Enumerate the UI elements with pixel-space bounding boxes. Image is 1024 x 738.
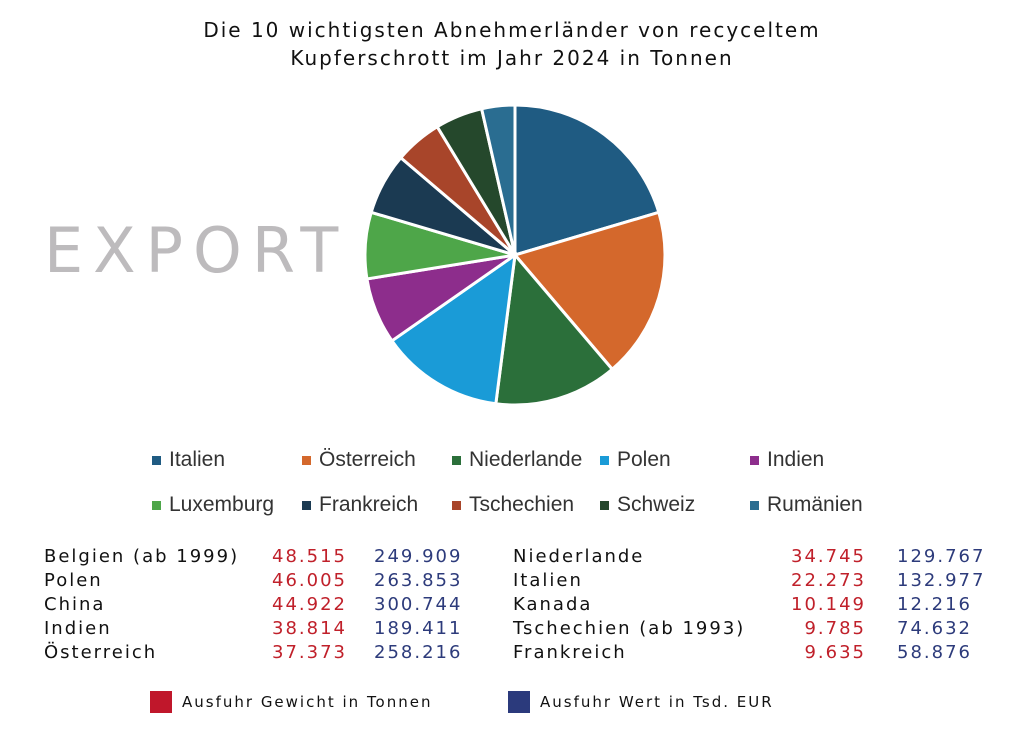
- weight-swatch: [150, 691, 172, 713]
- pie-chart: [363, 103, 667, 407]
- footer-weight-legend: Ausfuhr Gewicht in Tonnen: [150, 691, 433, 713]
- legend-item-schweiz: Schweiz: [600, 493, 695, 517]
- chart-title-line-1: Die 10 wichtigsten Abnehmerländer von re…: [203, 18, 821, 42]
- legend-item-polen: Polen: [600, 448, 671, 472]
- legend-item-rumänien: Rumänien: [750, 493, 863, 517]
- legend-swatch: [600, 500, 609, 510]
- legend-swatch: [750, 455, 759, 465]
- legend-item-österreich: Österreich: [302, 448, 416, 472]
- legend-label: Luxemburg: [169, 493, 275, 516]
- table-right-country: Tschechien (ab 1993): [513, 618, 746, 639]
- weight-label: Ausfuhr Gewicht in Tonnen: [182, 693, 433, 711]
- legend-swatch: [302, 455, 311, 465]
- table-left-value: 189.411: [374, 618, 463, 639]
- pie-slice-österreich: [512, 210, 667, 372]
- table-right-weight: 10.149: [791, 594, 866, 615]
- table-right-country: Niederlande: [513, 546, 645, 567]
- pie-slice-italien: [513, 103, 661, 258]
- table-left-value: 258.216: [374, 642, 463, 663]
- table-right-country: Italien: [513, 570, 583, 591]
- value-label: Ausfuhr Wert in Tsd. EUR: [540, 693, 774, 711]
- legend-label: Frankreich: [319, 493, 419, 516]
- table-left-weight: 37.373: [272, 642, 347, 663]
- legend-item-niederlande: Niederlande: [452, 448, 582, 472]
- legend-item-luxemburg: Luxemburg: [152, 493, 274, 517]
- pie-slice-polen: [389, 251, 517, 406]
- legend-swatch: [302, 500, 311, 510]
- table-right-weight: 22.273: [791, 570, 866, 591]
- table-right-value: 74.632: [897, 618, 972, 639]
- table-left-country: Indien: [44, 618, 112, 639]
- legend-item-indien: Indien: [750, 448, 824, 472]
- table-left-country: Polen: [44, 570, 103, 591]
- table-right-weight: 34.745: [791, 546, 866, 567]
- legend-item-frankreich: Frankreich: [302, 493, 418, 517]
- table-right-value: 132.977: [897, 570, 986, 591]
- legend-label: Polen: [617, 448, 671, 471]
- table-left-country: Belgien (ab 1999): [44, 546, 240, 567]
- legend-swatch: [152, 455, 161, 465]
- legend-label: Italien: [169, 448, 226, 471]
- table-right-value: 12.216: [897, 594, 972, 615]
- table-left-weight: 38.814: [272, 618, 347, 639]
- legend-item-tschechien: Tschechien: [452, 493, 574, 517]
- table-right-country: Kanada: [513, 594, 593, 615]
- table-left-country: China: [44, 594, 106, 615]
- table-right-weight: 9.785: [804, 618, 866, 639]
- legend-label: Tschechien: [469, 493, 575, 516]
- legend-label: Niederlande: [469, 448, 583, 471]
- table-left-value: 263.853: [374, 570, 463, 591]
- value-swatch: [508, 691, 530, 713]
- table-right-country: Frankreich: [513, 642, 627, 663]
- legend-swatch: [452, 455, 461, 465]
- table-left-weight: 46.005: [272, 570, 347, 591]
- legend-swatch: [600, 455, 609, 465]
- table-left-country: Österreich: [44, 642, 158, 663]
- legend-swatch: [152, 500, 161, 510]
- table-right-value: 58.876: [897, 642, 972, 663]
- legend-label: Indien: [767, 448, 825, 471]
- table-left-value: 249.909: [374, 546, 463, 567]
- footer-value-legend: Ausfuhr Wert in Tsd. EUR: [508, 691, 774, 713]
- table-left-weight: 44.922: [272, 594, 347, 615]
- legend-label: Rumänien: [767, 493, 863, 516]
- legend-swatch: [452, 500, 461, 510]
- pie-slice-rumänien: [479, 103, 517, 256]
- legend-swatch: [750, 500, 759, 510]
- pie-slice-niederlande: [494, 251, 615, 407]
- legend-item-italien: Italien: [152, 448, 225, 472]
- table-left-weight: 48.515: [272, 546, 347, 567]
- export-watermark: EXPORT: [44, 214, 349, 287]
- legend-label: Österreich: [319, 448, 416, 471]
- chart-title-line-2: Kupferschrott im Jahr 2024 in Tonnen: [290, 46, 734, 70]
- table-right-weight: 9.635: [804, 642, 866, 663]
- table-left-value: 300.744: [374, 594, 463, 615]
- chart-title: Die 10 wichtigsten Abnehmerländer von re…: [0, 16, 1024, 72]
- legend-label: Schweiz: [617, 493, 696, 516]
- table-right-value: 129.767: [897, 546, 986, 567]
